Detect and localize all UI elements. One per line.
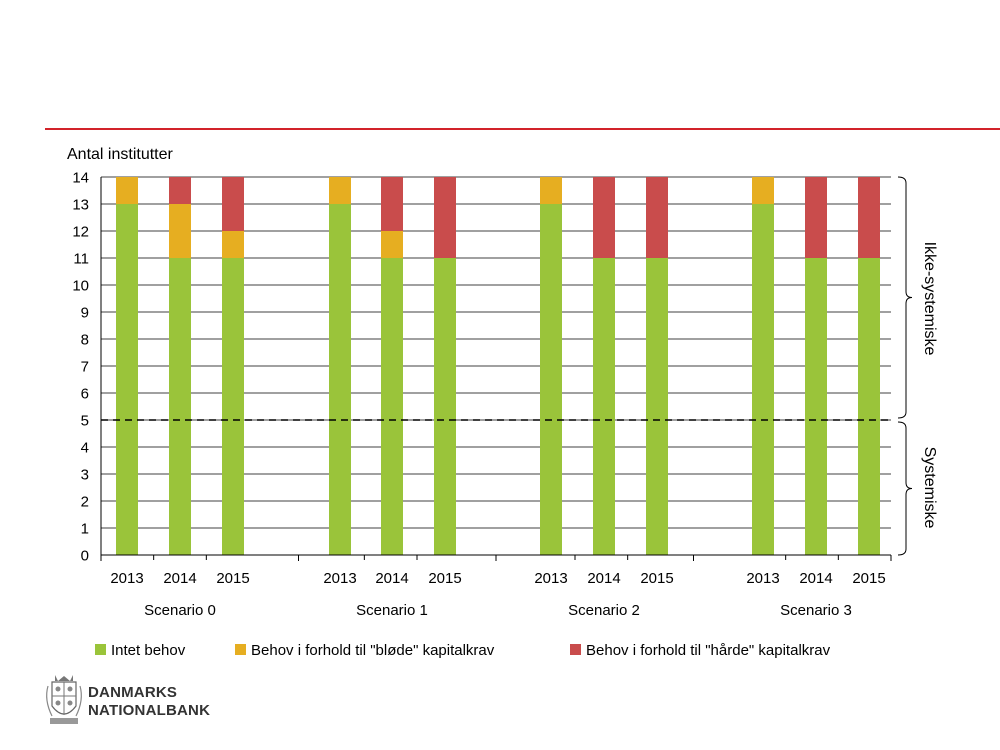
group-label: Scenario 1 [356,602,428,619]
bar-segment [381,231,403,258]
x-tick-label: 2014 [587,570,620,587]
x-tick-label: 2013 [323,570,356,587]
group-label: Scenario 2 [568,602,640,619]
y-tick-label: 8 [81,332,89,349]
bar-segment [329,177,351,204]
x-tick-label: 2015 [852,570,885,587]
x-tick-label: 2013 [746,570,779,587]
bar-segment [222,258,244,555]
x-tick-label: 2015 [640,570,673,587]
y-axis-label: Antal institutter [67,146,174,163]
x-tick-label: 2013 [110,570,143,587]
bracket-label: Systemiske [921,447,938,529]
x-tick-label: 2015 [216,570,249,587]
bar-segment [805,177,827,258]
bar-segment [540,177,562,204]
bracket-systemiske [897,421,913,556]
bar-segment [434,177,456,258]
bar-segment [593,177,615,258]
bar-segment [646,258,668,555]
bar-segment [169,204,191,258]
y-tick-label: 6 [81,386,89,403]
bar-segment [434,258,456,555]
legend-label: Intet behov [111,642,186,659]
group-label: Scenario 0 [144,602,216,619]
y-tick-label: 2 [81,494,89,511]
bar-segment [540,204,562,555]
logo-line-2: NATIONALBANK [88,702,211,719]
bar-segment [381,177,403,231]
y-tick-label: 5 [81,413,89,430]
logo: DANMARKS NATIONALBANK [88,684,210,720]
legend-swatch [235,644,246,655]
x-tick-label: 2014 [375,570,408,587]
bar-segment [593,258,615,555]
logo-line-1: DANMARKS [88,684,178,701]
y-tick-label: 1 [81,521,89,538]
bar-segment [329,204,351,555]
y-tick-label: 13 [72,197,89,214]
x-tick-label: 2014 [799,570,832,587]
y-tick-label: 12 [72,224,89,241]
bar-segment [752,177,774,204]
group-label: Scenario 3 [780,602,852,619]
legend-swatch [95,644,106,655]
bar-segment [752,204,774,555]
bar-segment [646,177,668,258]
crest-icon [46,675,82,724]
bar-segment [381,258,403,555]
y-tick-label: 7 [81,359,89,376]
y-tick-label: 10 [72,278,89,295]
bracket-label: Ikke-systemiske [921,242,938,356]
bar-segment [169,177,191,204]
bar-segment [169,258,191,555]
y-tick-label: 3 [81,467,89,484]
bar-segment [858,177,880,258]
y-tick-label: 9 [81,305,89,322]
bar-segment [805,258,827,555]
y-tick-label: 14 [72,170,89,187]
legend-label: Behov i forhold til "bløde" kapitalkrav [251,642,495,659]
legend-label: Behov i forhold til "hårde" kapitalkrav [586,642,831,659]
bar-segment [858,258,880,555]
y-tick-label: 11 [73,251,89,268]
x-tick-label: 2013 [534,570,567,587]
y-tick-label: 4 [81,440,89,457]
bracket-ikke-systemiske [897,176,913,419]
x-tick-label: 2014 [163,570,196,587]
y-tick-label: 0 [81,548,89,565]
x-tick-label: 2015 [428,570,461,587]
bar-segment [222,177,244,231]
bar-segment [222,231,244,258]
bar-segment [116,177,138,204]
legend-swatch [570,644,581,655]
bar-segment [116,204,138,555]
